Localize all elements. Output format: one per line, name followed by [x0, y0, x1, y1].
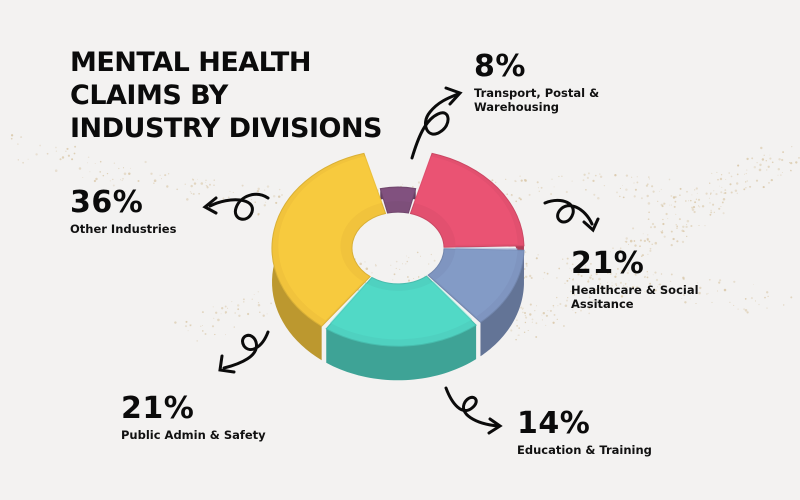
donut-slice-4 [271, 152, 387, 361]
category-label-transport: Transport, Postal & Warehousing [474, 86, 600, 114]
pct-label-transport: 8% [474, 49, 526, 84]
swirl-arrow-other [202, 192, 270, 221]
category-label-education: Education & Training [517, 443, 652, 457]
callout-other: 36% Other Industries [70, 185, 220, 237]
callout-healthcare: 21% Healthcare & Social Assitance [571, 246, 746, 312]
swirl-arrow-transport [410, 86, 463, 160]
donut-slice-3 [325, 275, 477, 381]
swirl-arrow-health [543, 198, 600, 233]
category-label-healthcare: Healthcare & Social Assitance [571, 283, 699, 311]
callout-education: 14% Education & Training [517, 406, 697, 458]
pct-label-healthcare: 21% [571, 246, 645, 281]
donut-slice-1 [409, 152, 525, 280]
callout-transport: 8% Transport, Postal & Warehousing [474, 49, 644, 115]
chart-title: MENTAL HEALTH CLAIMS BY INDUSTRY DIVISIO… [70, 47, 383, 144]
pct-label-public-admin: 21% [121, 391, 195, 426]
pct-label-education: 14% [517, 406, 591, 441]
donut-slice-0 [379, 186, 417, 214]
callout-public-admin: 21% Public Admin & Safety [121, 391, 321, 443]
swirl-arrow-education [444, 386, 503, 435]
donut-chart [271, 152, 525, 381]
donut-slice-2 [427, 247, 525, 357]
category-label-public-admin: Public Admin & Safety [121, 428, 266, 442]
category-label-other: Other Industries [70, 222, 177, 236]
pct-label-other: 36% [70, 185, 144, 220]
swirl-arrow-public [218, 330, 270, 374]
